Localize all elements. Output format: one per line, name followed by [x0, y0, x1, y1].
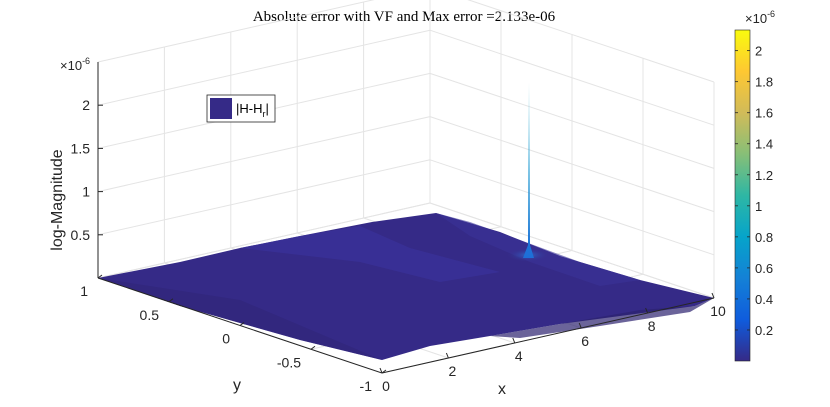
z-axis-label: log-Magnitude — [49, 149, 66, 251]
x-axis: 0 2 4 6 8 10 — [379, 292, 726, 394]
x-tick-label: 2 — [449, 363, 457, 379]
y-tick-mark — [97, 274, 103, 279]
colorbar-tick-label: 0.4 — [755, 292, 773, 307]
y-tick-label: 1 — [80, 283, 88, 299]
grid-line-back-z — [97, 116, 431, 193]
y-axis-label: y — [233, 377, 241, 394]
z-tick-label: 2 — [82, 97, 90, 113]
y-tick-label: -1 — [360, 378, 373, 394]
legend: |H-Hr| — [206, 94, 276, 123]
x-axis-line — [381, 297, 715, 374]
surface-base — [98, 213, 714, 360]
colorbar-tick-label: 2 — [755, 44, 762, 59]
x-tick-label: 4 — [515, 348, 523, 364]
surface-edge-right — [490, 298, 714, 338]
y-tick-mark — [310, 345, 316, 350]
grid-line-side-z — [467, 0, 715, 83]
x-tick-label: 6 — [581, 333, 589, 349]
peak-spike — [523, 82, 534, 258]
colorbar-multiplier: ×10-6 — [745, 9, 775, 26]
z-tick-label: 0.5 — [71, 227, 91, 243]
colorbar-ticks: 0.2 0.4 0.6 0.8 1 1.2 1.4 1.6 1.8 2 — [735, 44, 773, 338]
x-tick-label: 10 — [710, 303, 726, 319]
z-axis: 0.5 1 1.5 2 — [71, 62, 103, 278]
surface-front-band — [98, 278, 382, 360]
colorbar-tick-label: 1.2 — [755, 168, 773, 183]
colorbar-gradient — [734, 29, 751, 362]
y-tick-label: -0.5 — [277, 354, 301, 370]
y-tick-mark — [168, 298, 174, 303]
x-axis-label: x — [498, 381, 506, 398]
colorbar: 0.2 0.4 0.6 0.8 1 1.2 1.4 1.6 1.8 2 ×10-6 — [734, 9, 775, 362]
grid-line-side-z — [429, 72, 715, 169]
y-tick-label: 0.5 — [140, 307, 160, 323]
colorbar-tick-label: 1.6 — [755, 106, 773, 121]
z-multiplier: ×10-6 — [60, 56, 90, 73]
grid-line-back-z — [97, 0, 375, 63]
x-tick-mark — [512, 337, 516, 344]
legend-label-main: |H-H — [236, 101, 262, 116]
y-tick-mark — [239, 322, 245, 326]
x-tick-mark — [379, 367, 383, 374]
x-tick-mark — [445, 352, 449, 359]
surface — [98, 82, 714, 360]
colorbar-tick-label: 0.2 — [755, 323, 773, 338]
chart-title: Absolute error with VF and Max error =2.… — [253, 9, 556, 25]
y-tick-label: 0 — [222, 331, 230, 347]
colorbar-tick-label: 1.4 — [755, 137, 773, 152]
grid-line-back-z — [97, 159, 431, 236]
grid-line-side-z — [429, 159, 715, 256]
x-tick-label: 8 — [648, 318, 656, 334]
z-tick-label: 1 — [82, 184, 90, 200]
z-multiplier-exp: -6 — [82, 56, 90, 66]
z-multiplier-base: ×10 — [60, 58, 82, 73]
colorbar-tick-label: 1.8 — [755, 75, 773, 90]
colorbar-tick-label: 0.6 — [755, 261, 773, 276]
legend-label-end: | — [265, 101, 268, 116]
x-tick-mark — [645, 307, 649, 314]
colorbar-multiplier-base: ×10 — [745, 11, 767, 26]
legend-label: |H-Hr| — [236, 101, 269, 119]
colorbar-multiplier-exp: -6 — [767, 9, 775, 19]
x-tick-label: 0 — [382, 378, 390, 394]
x-tick-mark — [578, 322, 582, 329]
grid-line-back-z — [97, 29, 431, 106]
colorbar-tick-label: 1 — [755, 199, 762, 214]
grid-line-side-z — [429, 116, 715, 213]
legend-label-sub: r — [262, 109, 265, 119]
grid-line-floor-y — [97, 202, 431, 279]
grid-line-side-z — [429, 29, 715, 126]
legend-swatch — [210, 98, 232, 119]
x-tick-mark — [711, 292, 715, 299]
z-tick-label: 1.5 — [71, 140, 91, 156]
colorbar-tick-label: 0.8 — [755, 230, 773, 245]
surface-ridge-front — [240, 226, 500, 282]
